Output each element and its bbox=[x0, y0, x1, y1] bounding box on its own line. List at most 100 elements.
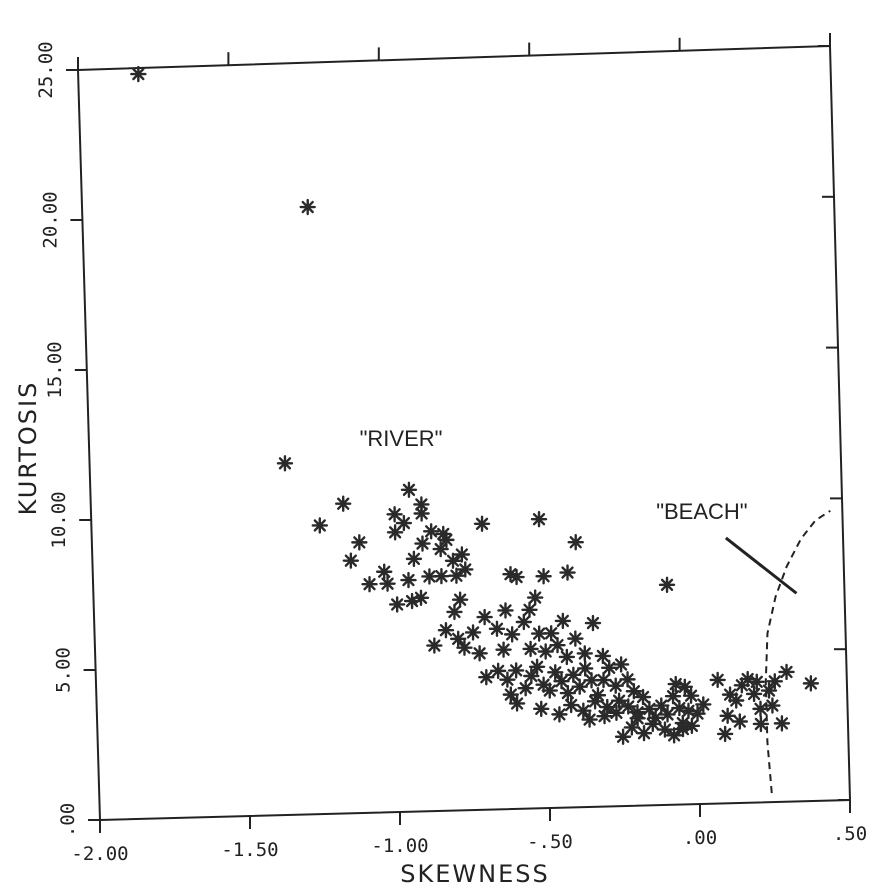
data-point bbox=[745, 685, 763, 703]
data-point bbox=[719, 707, 736, 725]
data-point bbox=[567, 534, 584, 551]
data-point bbox=[421, 568, 438, 585]
data-point bbox=[542, 625, 560, 642]
data-point bbox=[517, 679, 534, 697]
data-point bbox=[802, 675, 820, 692]
data-point bbox=[547, 664, 564, 681]
data-point bbox=[683, 717, 701, 735]
data-point bbox=[446, 603, 463, 621]
data-point bbox=[551, 706, 568, 723]
data-point bbox=[766, 673, 783, 690]
beach-boundary-line bbox=[764, 509, 831, 794]
data-point bbox=[644, 715, 661, 733]
data-point bbox=[453, 546, 471, 563]
data-point bbox=[438, 531, 455, 549]
x-axis-ticks: -2.00 -1.50 -1.00 -.50 .00 .50 bbox=[71, 33, 867, 865]
data-point bbox=[764, 697, 781, 714]
x-tick-label: -2.00 bbox=[71, 843, 128, 865]
data-point bbox=[311, 517, 328, 534]
data-point bbox=[682, 687, 700, 704]
data-point bbox=[405, 550, 423, 568]
data-point bbox=[488, 620, 506, 637]
data-point bbox=[559, 684, 577, 702]
data-point bbox=[659, 706, 676, 723]
data-point bbox=[451, 591, 469, 608]
data-point bbox=[533, 700, 550, 718]
data-point bbox=[601, 659, 618, 677]
data-point bbox=[299, 198, 316, 216]
data-point bbox=[379, 575, 396, 592]
y-tick-label: .00 bbox=[57, 803, 79, 837]
data-point bbox=[503, 626, 521, 643]
data-point bbox=[478, 669, 495, 686]
data-point bbox=[752, 700, 769, 718]
y-tick-label: 25.00 bbox=[35, 41, 57, 98]
data-point bbox=[502, 686, 520, 703]
y-tick-label: 5.00 bbox=[53, 647, 75, 693]
data-point bbox=[433, 567, 450, 585]
data-point bbox=[695, 696, 712, 713]
data-point bbox=[400, 571, 417, 589]
data-point bbox=[731, 713, 749, 730]
x-axis-title: SKEWNESS bbox=[400, 860, 549, 888]
data-point bbox=[565, 666, 582, 684]
data-point bbox=[499, 671, 516, 688]
data-point bbox=[656, 721, 674, 738]
data-point bbox=[567, 630, 584, 647]
data-point bbox=[664, 687, 682, 705]
data-point bbox=[553, 672, 570, 690]
data-point bbox=[456, 639, 473, 656]
data-point bbox=[641, 700, 658, 718]
data-point bbox=[457, 561, 474, 578]
data-point bbox=[471, 645, 488, 662]
data-point bbox=[508, 695, 526, 712]
data-point bbox=[665, 727, 683, 744]
data-point bbox=[450, 630, 467, 648]
data-point bbox=[473, 515, 491, 533]
data-point bbox=[596, 707, 613, 725]
data-point bbox=[400, 481, 418, 498]
data-point bbox=[575, 702, 592, 719]
data-point bbox=[535, 568, 552, 585]
data-point bbox=[528, 658, 546, 675]
data-point bbox=[676, 678, 694, 696]
data-point bbox=[629, 710, 646, 727]
data-point bbox=[612, 656, 630, 673]
data-point bbox=[559, 564, 576, 581]
data-point bbox=[537, 643, 554, 660]
data-point bbox=[522, 640, 539, 658]
data-point bbox=[526, 589, 544, 606]
data-point bbox=[658, 576, 676, 594]
data-point bbox=[413, 496, 430, 513]
data-point bbox=[464, 624, 482, 641]
data-point bbox=[653, 697, 670, 714]
data-point bbox=[634, 688, 652, 706]
data-point bbox=[432, 540, 449, 558]
data-point bbox=[625, 683, 643, 700]
data-point bbox=[376, 563, 393, 580]
data-point bbox=[495, 641, 512, 658]
y-axis-ticks: .00 5.00 10.00 15.00 20.00 25.00 bbox=[35, 41, 850, 837]
beach-boundary-layer bbox=[764, 509, 831, 794]
data-point bbox=[595, 671, 612, 689]
data-point bbox=[581, 711, 598, 728]
data-point bbox=[413, 505, 430, 522]
data-point bbox=[395, 514, 413, 532]
data-point bbox=[558, 648, 576, 666]
data-point bbox=[521, 601, 538, 618]
y-tick-label: 10.00 bbox=[48, 491, 70, 548]
y-tick-label: 20.00 bbox=[39, 191, 61, 248]
data-point bbox=[554, 612, 572, 630]
y-axis-title: KURTOSIS bbox=[14, 381, 42, 516]
data-point bbox=[541, 682, 558, 699]
data-point bbox=[437, 621, 455, 639]
data-point bbox=[342, 552, 360, 569]
data-point bbox=[716, 725, 734, 743]
data-point bbox=[361, 575, 378, 593]
data-point bbox=[476, 608, 493, 626]
data-point bbox=[444, 552, 462, 569]
data-point bbox=[414, 535, 431, 552]
x-tick-label: -1.00 bbox=[371, 835, 428, 857]
data-point bbox=[130, 65, 147, 83]
